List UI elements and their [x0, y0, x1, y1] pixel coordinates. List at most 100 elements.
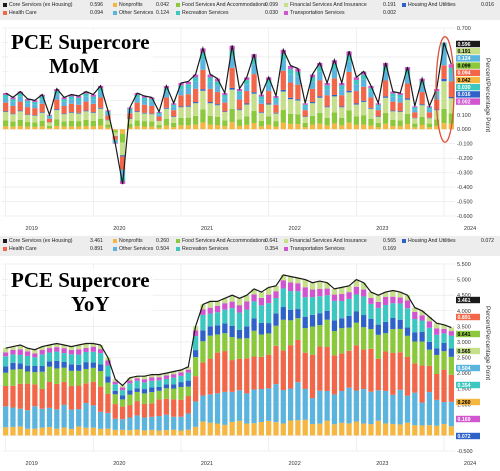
value-tag [456, 98, 480, 105]
bar-segment [331, 288, 338, 295]
bar-segment [287, 309, 294, 321]
bar-segment [434, 425, 440, 436]
bar-segment [3, 120, 9, 127]
bar-segment [295, 278, 301, 284]
bar-segment [317, 80, 323, 97]
bar-segment [105, 382, 111, 394]
bar-segment [127, 118, 133, 125]
bar-segment [287, 97, 294, 100]
bar-segment [368, 118, 374, 126]
bar-segment [368, 297, 374, 304]
bar-segment [134, 429, 140, 436]
bar-segment [192, 336, 199, 351]
bar-segment [419, 341, 425, 366]
bar-segment [68, 120, 75, 127]
bar-segment [390, 91, 396, 94]
bar-segment [185, 366, 191, 370]
bar-segment [280, 319, 286, 351]
bar-segment [112, 129, 118, 131]
legend-value: 0.099 [265, 2, 278, 8]
bar-segment [54, 351, 60, 361]
bar-segment [76, 349, 82, 355]
legend-item-food-services: Food Services And Accommodations 0.099 [176, 2, 278, 8]
bar-segment [17, 111, 23, 120]
bar-segment [156, 386, 162, 391]
x-tick-label: 2019 [26, 461, 38, 467]
bar-segment [178, 125, 184, 130]
bar-segment [200, 109, 206, 123]
bar-segment [229, 122, 235, 130]
legend-swatch [284, 10, 288, 15]
bar-segment [302, 328, 308, 353]
bar-segment [163, 97, 170, 108]
bar-segment [134, 415, 140, 430]
legend-value: 0.030 [265, 10, 278, 16]
bar-segment [258, 389, 265, 422]
bar-segment [353, 322, 359, 346]
bar-segment [324, 125, 330, 130]
bar-segment [192, 330, 199, 337]
bar-segment [3, 427, 9, 436]
legend-swatch [113, 2, 117, 7]
bar-segment [10, 99, 16, 102]
legend-item-housing-utilities: Housing And Utilities 0.016 [402, 2, 494, 8]
bar-segment [339, 106, 345, 108]
bar-segment [163, 373, 170, 376]
bar-segment [280, 390, 286, 424]
bar-segment [185, 105, 191, 107]
legend-swatch [113, 246, 117, 251]
bar-segment [61, 114, 67, 122]
bar-segment [156, 120, 162, 126]
bar-segment [98, 371, 104, 387]
bar-segment [39, 103, 45, 113]
bar-segment [192, 74, 199, 78]
bar-segment [141, 382, 148, 390]
bar-segment [134, 376, 140, 379]
bar-segment [419, 331, 425, 342]
bar-segment [10, 426, 16, 436]
bar-segment [46, 352, 53, 362]
bar-segment [390, 352, 396, 395]
bar-segment [214, 312, 221, 326]
bar-segment [3, 372, 9, 387]
bar-segment [17, 126, 23, 130]
bar-segment [280, 70, 286, 90]
bar-segment [295, 318, 301, 340]
bar-segment [39, 371, 45, 389]
value-tag-label: 0.191 [458, 49, 471, 55]
bar-segment [156, 430, 162, 436]
bar-segment [353, 104, 359, 117]
bar-segment [397, 111, 403, 113]
bar-segment [17, 96, 23, 102]
bar-segment [331, 60, 338, 64]
bar-segment [441, 328, 447, 334]
bar-segment [419, 104, 425, 106]
bar-segment [258, 99, 265, 104]
bar-segment [273, 121, 279, 127]
bar-segment [273, 313, 279, 326]
bar-segment [273, 113, 279, 122]
bar-segment [412, 112, 418, 118]
bar-segment [361, 327, 367, 350]
bar-segment [368, 97, 374, 108]
bar-segment [32, 126, 38, 130]
bar-segment [419, 425, 425, 436]
bar-segment [90, 120, 96, 127]
bar-segment [382, 390, 389, 424]
y-tick-label: -0.600 [457, 214, 473, 220]
bar-segment [105, 360, 111, 366]
bar-segment [404, 300, 411, 309]
bar-segment [149, 387, 155, 393]
bar-segment [207, 301, 213, 308]
bar-segment [251, 301, 257, 319]
bar-segment [105, 428, 111, 436]
bar-segment [397, 120, 403, 127]
bar-segment [54, 91, 60, 95]
bar-segment [76, 409, 82, 427]
bar-segment [331, 300, 338, 321]
bar-segment [448, 96, 454, 99]
bar-segment [295, 84, 301, 100]
bar-segment [244, 423, 250, 436]
mom-chart: 0.7000.6000.5000.4000.3000.2000.1000.000… [2, 26, 480, 232]
bar-segment [266, 103, 272, 105]
